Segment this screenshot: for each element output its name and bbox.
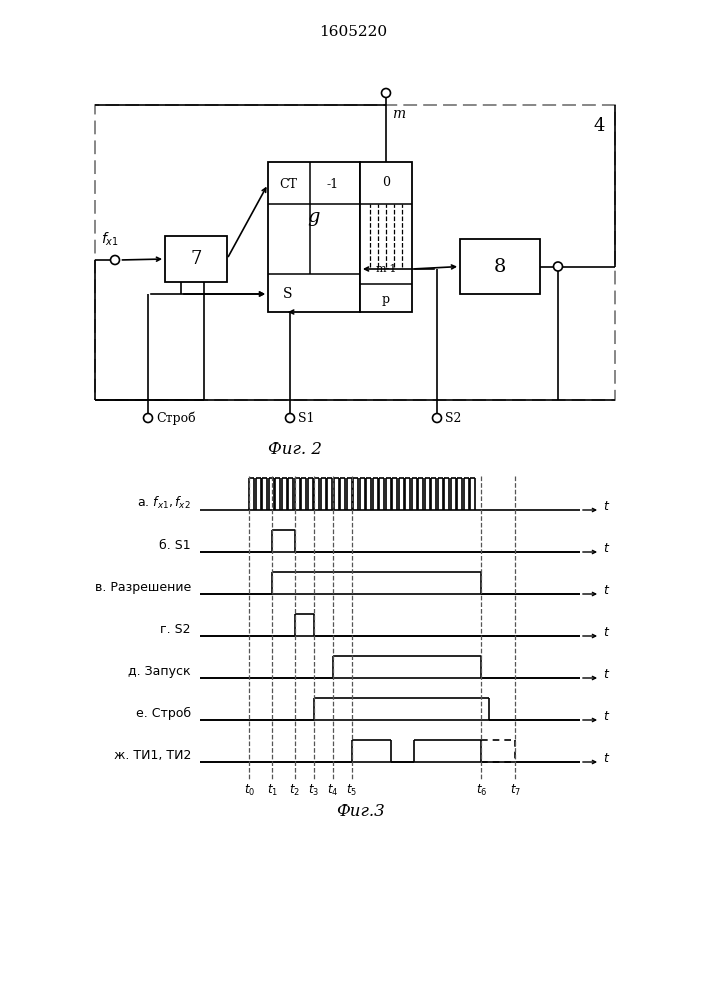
Text: 8: 8: [493, 257, 506, 275]
Text: $t_5$: $t_5$: [346, 783, 358, 798]
Text: p: p: [382, 292, 390, 306]
Text: S2: S2: [445, 412, 462, 424]
Text: t: t: [603, 584, 608, 596]
Bar: [95, 105, 615, 400]
Text: 7: 7: [190, 250, 201, 268]
Bar: [268, 162, 360, 312]
Text: CT: CT: [279, 178, 297, 190]
Text: $t_6$: $t_6$: [476, 783, 487, 798]
Text: ж. ТИ1, ТИ2: ж. ТИ1, ТИ2: [114, 749, 191, 762]
Text: $t_1$: $t_1$: [267, 783, 278, 798]
Text: $t_4$: $t_4$: [327, 783, 339, 798]
Text: г. S2: г. S2: [160, 623, 191, 636]
Text: m: m: [392, 107, 405, 121]
Text: е. Строб: е. Строб: [136, 707, 191, 720]
Text: t: t: [603, 499, 608, 512]
Text: $t_0$: $t_0$: [244, 783, 255, 798]
Text: t: t: [603, 626, 608, 639]
Text: Фиг.3: Фиг.3: [336, 804, 385, 820]
Text: m-1: m-1: [375, 264, 397, 274]
Text: g: g: [308, 208, 320, 226]
Bar: [360, 162, 412, 312]
Text: $f_{x1}$: $f_{x1}$: [101, 231, 119, 248]
Text: Строб: Строб: [156, 411, 196, 425]
Text: $t_7$: $t_7$: [510, 783, 521, 798]
Text: д. Запуск: д. Запуск: [129, 665, 191, 678]
Text: t: t: [603, 710, 608, 722]
Text: 4: 4: [594, 117, 605, 135]
Circle shape: [110, 255, 119, 264]
Text: S: S: [284, 287, 293, 301]
Circle shape: [554, 262, 563, 271]
Text: 0: 0: [382, 176, 390, 188]
Text: в. Разрешение: в. Разрешение: [95, 581, 191, 594]
Text: Фиг. 2: Фиг. 2: [268, 442, 322, 458]
Text: a. $f_{x1}, f_{x2}$: a. $f_{x1}, f_{x2}$: [137, 495, 191, 511]
Text: t: t: [603, 668, 608, 680]
Text: $t_3$: $t_3$: [308, 783, 320, 798]
Text: t: t: [603, 542, 608, 554]
Circle shape: [433, 414, 441, 422]
Text: S1: S1: [298, 412, 315, 424]
Text: б. S1: б. S1: [159, 539, 191, 552]
Bar: [165, 236, 227, 282]
Bar: [460, 239, 540, 294]
Text: $t_2$: $t_2$: [289, 783, 300, 798]
Circle shape: [382, 89, 390, 98]
Text: 1605220: 1605220: [319, 25, 387, 39]
Text: t: t: [603, 752, 608, 764]
Text: -1: -1: [327, 178, 339, 190]
Circle shape: [144, 414, 153, 422]
Circle shape: [286, 414, 295, 422]
